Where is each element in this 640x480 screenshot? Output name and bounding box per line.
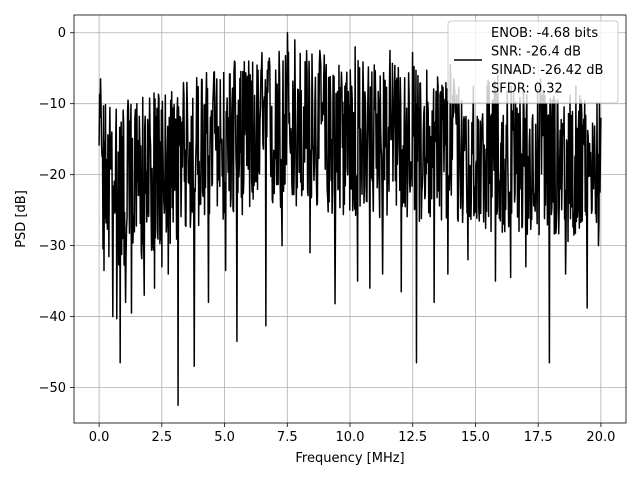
legend-line: SNR: -26.4 dB xyxy=(491,45,581,60)
x-axis: 0.0 2.5 5.0 7.5 10.0 12.5 15.0 17.5 20.0 xyxy=(89,423,615,445)
x-tick-label: 5.0 xyxy=(214,430,235,445)
x-tick-label: 7.5 xyxy=(277,430,298,445)
y-tick-label: −10 xyxy=(39,97,66,112)
legend-entry-label: ENOB: -4.68 bits SNR: -26.4 dB SINAD: -26.… xyxy=(491,26,603,97)
legend-box xyxy=(447,20,619,104)
x-tick-label: 10.0 xyxy=(336,430,365,445)
y-tick-label: −20 xyxy=(39,168,66,183)
x-tick-label: 15.0 xyxy=(461,430,490,445)
y-axis: 0 −10 −20 −30 −40 −50 xyxy=(39,26,74,396)
legend-line: ENOB: -4.68 bits xyxy=(491,26,598,41)
legend-line: SFDR: 0.32 xyxy=(491,82,563,97)
x-axis-label: Frequency [MHz] xyxy=(295,451,404,466)
x-tick-label: 2.5 xyxy=(151,430,172,445)
x-tick-label: 17.5 xyxy=(524,430,553,445)
psd-series-line xyxy=(98,31,602,407)
y-tick-label: −50 xyxy=(39,381,66,396)
y-axis-label: PSD [dB] xyxy=(14,190,29,248)
y-tick-label: 0 xyxy=(58,26,66,41)
plot-area xyxy=(98,31,602,407)
legend: ENOB: -4.68 bits SNR: -26.4 dB SINAD: -26.… xyxy=(447,20,619,104)
x-tick-label: 12.5 xyxy=(398,430,427,445)
x-tick-label: 0.0 xyxy=(89,430,110,445)
y-tick-label: −30 xyxy=(39,239,66,254)
x-tick-label: 20.0 xyxy=(586,430,615,445)
y-tick-label: −40 xyxy=(39,310,66,325)
legend-line: SINAD: -26.42 dB xyxy=(491,63,603,78)
